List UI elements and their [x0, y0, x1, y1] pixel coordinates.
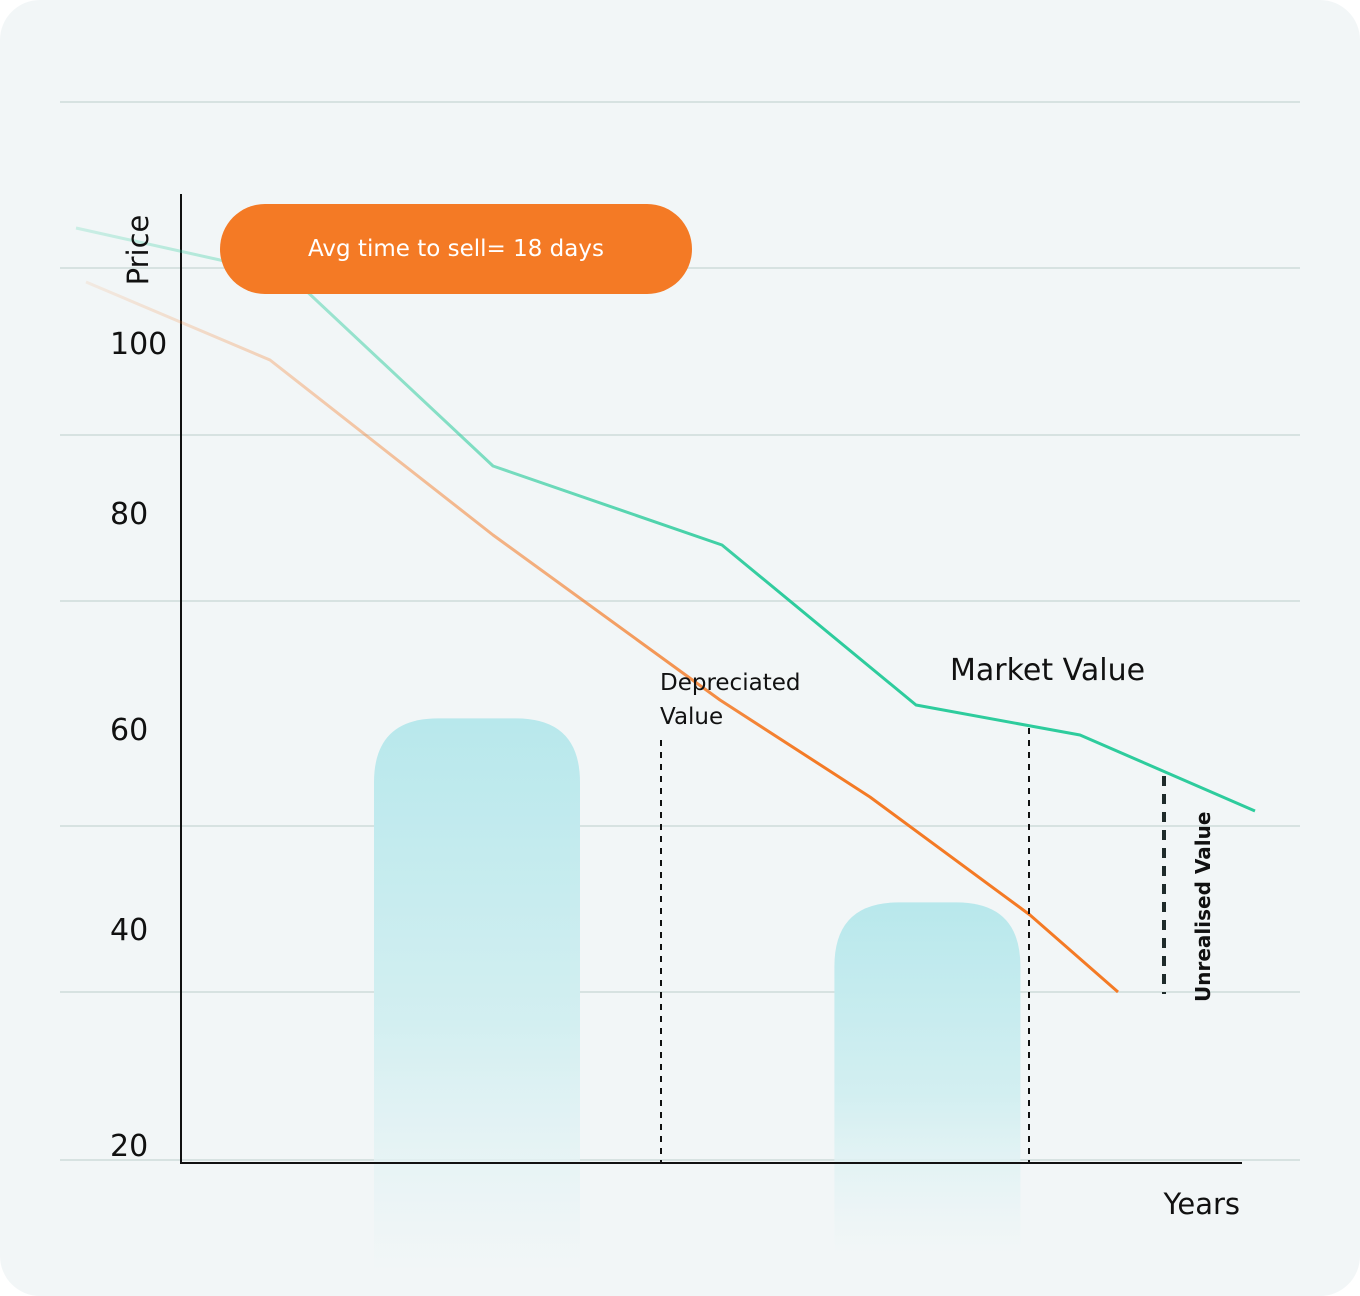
dashed-guides: [660, 728, 1166, 1163]
y-axis-label: Price: [121, 215, 155, 286]
market-value-label: Market Value: [950, 653, 1145, 688]
avg-time-pill-text: Avg time to sell= 18 days: [308, 236, 604, 262]
y-tick-20: 20: [110, 1129, 148, 1164]
series-lines: [75, 226, 1256, 994]
bar-0: [374, 718, 580, 1276]
bar-1: [834, 902, 1021, 1256]
bars: [374, 718, 1021, 1276]
y-tick-100: 100: [110, 327, 167, 362]
y-ticks: 20 40 60 80 100: [110, 327, 167, 1164]
axes: [180, 194, 1242, 1164]
depreciated-value-label-line1: Depreciated: [660, 670, 800, 696]
y-tick-60: 60: [110, 713, 148, 748]
y-tick-80: 80: [110, 497, 148, 532]
x-axis-label: Years: [1162, 1187, 1240, 1221]
depreciated-value-label-line2: Value: [660, 704, 723, 730]
series-line-depreciated-value: [85, 280, 1119, 994]
unrealised-value-label: Unrealised Value: [1191, 812, 1215, 1002]
avg-time-pill: Avg time to sell= 18 days: [220, 204, 692, 294]
y-tick-40: 40: [110, 913, 148, 948]
